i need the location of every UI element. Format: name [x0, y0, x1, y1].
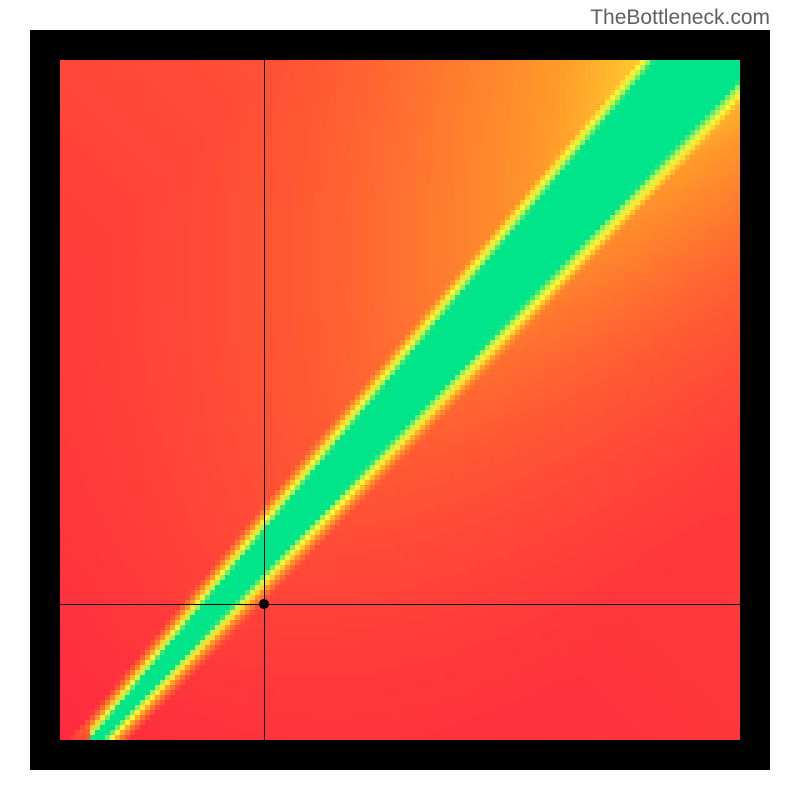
chart-container: TheBottleneck.com: [0, 0, 800, 800]
heatmap-plot: [60, 60, 740, 740]
crosshair-vertical: [264, 60, 265, 740]
watermark-text: TheBottleneck.com: [590, 6, 770, 30]
crosshair-horizontal: [60, 604, 740, 605]
chart-frame: [30, 30, 770, 770]
heatmap-canvas: [60, 60, 740, 740]
data-point-marker: [259, 599, 269, 609]
